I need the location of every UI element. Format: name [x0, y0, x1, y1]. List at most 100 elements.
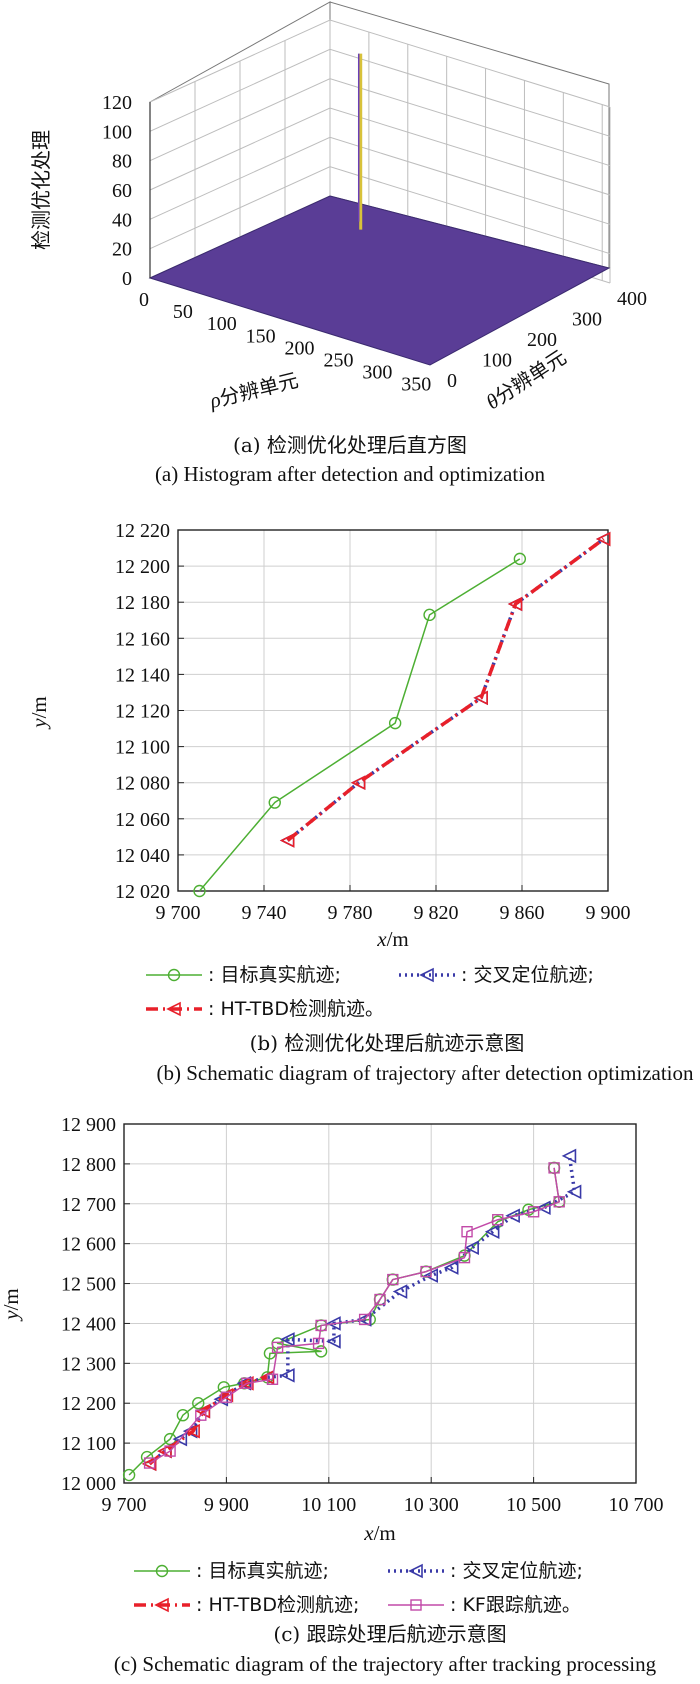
y-tick-label: 12 100: [115, 737, 170, 759]
data-point-kf: [553, 1196, 565, 1208]
y-tick-label: 12 040: [115, 845, 170, 867]
grid-c: [123, 1123, 637, 1484]
legend-marker-true: [167, 968, 181, 982]
data-point-cross: [356, 1312, 372, 1327]
legend-marker-cross: [419, 967, 434, 983]
x-tick-label: 9 740: [242, 902, 287, 924]
data-point-true: [192, 1397, 205, 1410]
series-line-true: [198, 558, 521, 892]
theta-tick-labels: 0 100 200 300 400: [447, 288, 647, 392]
series-line-cross: [148, 1155, 577, 1466]
data-point-true: [314, 1345, 328, 1358]
data-point-kf: [527, 1206, 540, 1218]
data-point-tbd: [473, 690, 488, 706]
data-point-tbd: [185, 1423, 200, 1439]
data-point-true: [513, 552, 527, 566]
legend-label-tbd: : HT-TBD检测航迹。: [208, 998, 384, 1020]
x-tick-label: 9 700: [156, 902, 201, 924]
data-point-true: [388, 716, 402, 730]
y-tick-label: 12 800: [61, 1154, 116, 1176]
theta-tick-label: 200: [527, 329, 557, 351]
z-tick-labels: 0 20 40 60 80 100 120: [102, 92, 132, 290]
series-b: [193, 531, 611, 898]
data-point-kf: [548, 1162, 560, 1174]
series-c: [122, 1148, 582, 1482]
caption-b-zh: (b) 检测优化处理后航迹示意图: [250, 1031, 525, 1055]
data-point-tbd: [279, 833, 295, 848]
rho-tick-label: 350: [401, 374, 431, 396]
rho-tick-label: 300: [362, 362, 392, 384]
x-tick-label: 9 900: [586, 902, 631, 924]
data-point-tbd: [239, 1375, 254, 1391]
data-point-cross: [392, 1284, 408, 1299]
caption-a-zh: (a) 检测优化处理后直方图: [233, 433, 467, 457]
data-point-kf: [420, 1265, 432, 1278]
legend-label-cross: : 交叉定位航迹;: [461, 964, 594, 986]
y-tick-label: 12 080: [115, 773, 170, 795]
z-tick-label: 20: [112, 239, 132, 261]
x-tick-label: 9 700: [102, 1494, 147, 1516]
grid-b: [177, 529, 609, 892]
y-tick-label: 12 900: [61, 1114, 116, 1136]
data-point-true: [423, 608, 436, 622]
y-tick-label: 12 600: [61, 1234, 116, 1256]
y-tick-label: 12 060: [115, 809, 170, 831]
data-point-cross: [561, 1148, 577, 1164]
theta-tick-label: 300: [572, 309, 602, 331]
trajectory-chart-c: 9 700 9 900 10 100 10 300 10 500 10 700 12 000…: [0, 1114, 664, 1676]
data-point-cross: [443, 1260, 459, 1275]
data-point-true: [268, 796, 281, 809]
data-point-kf: [315, 1319, 327, 1332]
y-tick-label: 12 180: [115, 592, 170, 614]
legend-marker-tbd: [166, 1001, 181, 1017]
rho-tick-labels: 0 50 100 150 200 250 300 350: [139, 289, 431, 396]
z-tick-label: 100: [102, 121, 132, 143]
y-axis-label-b: y/m: [27, 696, 51, 730]
legend-label-true: : 目标真实航迹;: [196, 1560, 329, 1582]
data-point-kf: [458, 1251, 471, 1264]
z-tick-label: 120: [102, 92, 132, 114]
series-line-kf: [149, 1167, 560, 1464]
legend-label-cross: : 交叉定位航迹;: [450, 1560, 583, 1582]
data-point-true: [122, 1468, 136, 1482]
z-tick-label: 60: [112, 180, 132, 202]
data-point-kf: [358, 1313, 371, 1326]
theta-tick-label: 400: [617, 288, 647, 310]
y-tick-label: 12 000: [61, 1473, 116, 1495]
ticks-b: 9 700 9 740 9 780 9 820 9 860 9 900 12 020 12 0…: [115, 520, 631, 924]
data-point-true: [193, 884, 206, 898]
legend-c: : 目标真实航迹;: 交叉定位航迹;: HT-TBD检测航迹;: KF跟踪航迹。: [134, 1560, 583, 1616]
histogram-3d-panel: 0 20 40 60 80 100 120 0 50 100 150 200 250 300 350 0 1…: [29, 1, 647, 486]
series-line-tbd: [286, 537, 605, 842]
y-axis-label-c: y/m: [0, 1288, 23, 1322]
rho-axis-label: ρ分辨单元: [206, 368, 300, 413]
data-point-kf: [271, 1341, 284, 1354]
data-point-kf: [195, 1409, 207, 1421]
rho-tick-label: 250: [323, 349, 353, 371]
trajectory-chart-b: 9 700 9 740 9 780 9 820 9 860 9 900 12 020 12 0…: [27, 520, 694, 1085]
x-tick-label: 10 500: [506, 1494, 561, 1516]
series-line-tbd: [148, 1375, 268, 1466]
data-point-cross: [536, 1200, 551, 1216]
caption-c-en: (c) Schematic diagram of the trajectory …: [114, 1652, 657, 1676]
ticks-c: 9 700 9 900 10 100 10 300 10 500 10 700 12 000…: [61, 1114, 664, 1516]
data-point-kf: [492, 1214, 504, 1226]
y-tick-label: 12 300: [61, 1353, 116, 1375]
y-tick-label: 12 400: [61, 1313, 116, 1335]
caption-a-en: (a) Histogram after detection and optimi…: [155, 462, 546, 486]
x-tick-label: 9 780: [328, 902, 373, 924]
z-tick-label: 80: [112, 151, 132, 173]
data-point-kf: [266, 1373, 279, 1385]
x-axis-label-c: x/m: [363, 1521, 396, 1545]
rho-tick-label: 100: [207, 313, 237, 335]
data-point-tbd: [350, 775, 366, 790]
data-point-true: [263, 1347, 277, 1360]
y-tick-label: 12 200: [115, 556, 170, 578]
rho-tick-label: 150: [246, 325, 276, 347]
series-line-true: [128, 1167, 560, 1476]
y-tick-label: 12 700: [61, 1194, 116, 1216]
z-tick-label: 40: [112, 209, 132, 231]
rho-tick-label: 50: [173, 301, 193, 323]
data-point-cross: [464, 1240, 479, 1255]
data-point-kf: [312, 1337, 325, 1350]
